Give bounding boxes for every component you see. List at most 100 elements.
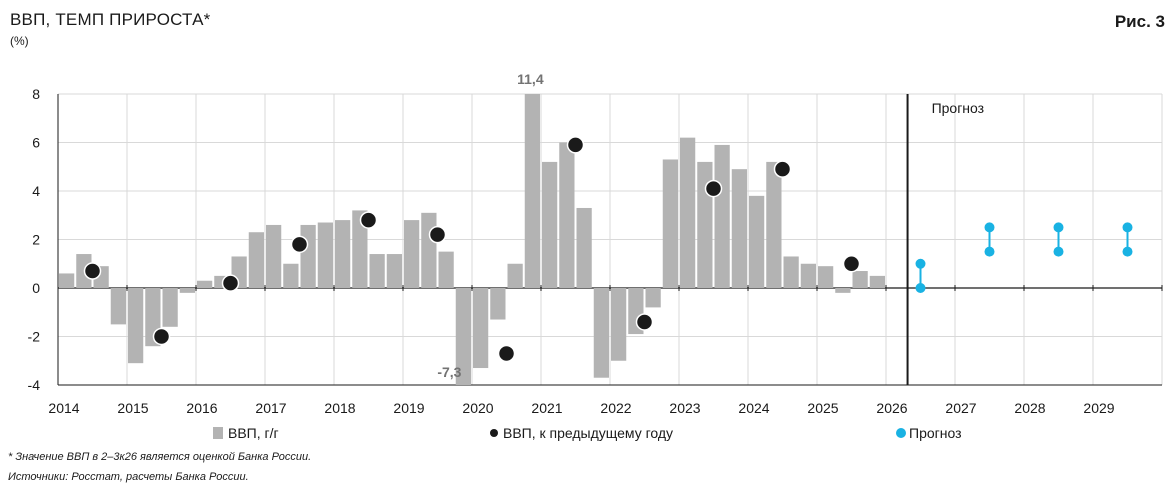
bar-gdp-yoy <box>438 251 454 288</box>
bar-gdp-yoy <box>783 256 799 288</box>
forecast-low-point <box>984 246 995 257</box>
dot-gdp-annual <box>290 235 309 254</box>
dot-gdp-annual <box>704 179 723 198</box>
legend-forecast-swatch <box>896 428 906 438</box>
bar-gdp-yoy <box>714 144 730 288</box>
x-tick-label: 2024 <box>738 400 769 416</box>
chart-title: ВВП, ТЕМП ПРИРОСТА* <box>10 10 211 29</box>
bar-gdp-yoy <box>386 254 402 288</box>
x-tick-label: 2018 <box>324 400 355 416</box>
bar-gdp-yoy <box>455 288 471 385</box>
dot-gdp-annual <box>842 255 861 273</box>
forecast-high-point <box>984 222 995 233</box>
bar-gdp-yoy <box>473 288 489 369</box>
bar-gdp-yoy <box>266 224 282 288</box>
bar-gdp-yoy <box>179 288 195 293</box>
legend-dots-swatch <box>490 429 498 437</box>
bar-gdp-yoy <box>197 280 213 288</box>
dot-gdp-annual <box>83 262 102 280</box>
y-tick-label: 6 <box>32 135 40 151</box>
bar-gdp-yoy <box>818 266 834 288</box>
bar-gdp-yoy <box>421 212 437 288</box>
bar-gdp-yoy <box>835 288 851 293</box>
figure-number: Рис. 3 <box>1114 12 1165 31</box>
forecast-low-point <box>915 283 926 293</box>
x-tick-label: 2017 <box>255 400 286 416</box>
forecast-high-point <box>915 258 926 269</box>
bar-gdp-yoy <box>542 161 558 288</box>
y-tick-label: 8 <box>32 86 40 102</box>
bar-gdp-yoy <box>490 288 506 320</box>
dot-gdp-annual <box>635 313 654 331</box>
x-tick-label: 2026 <box>876 400 907 416</box>
x-tick-label: 2025 <box>807 400 838 416</box>
bar-gdp-yoy <box>507 263 523 288</box>
x-tick-label: 2016 <box>186 400 217 416</box>
forecast-high-point <box>1053 222 1064 233</box>
bar-gdp-yoy <box>852 271 868 288</box>
bar-gdp-yoy <box>335 220 351 288</box>
bar-gdp-yoy <box>317 222 333 288</box>
bar-gdp-yoy <box>731 169 747 288</box>
bar-gdp-yoy <box>162 288 178 327</box>
forecast-low-point <box>1122 246 1133 257</box>
legend-forecast-label: Прогноз <box>909 425 962 441</box>
bar-gdp-yoy <box>800 263 816 288</box>
legend-bars-swatch <box>213 427 223 439</box>
gdp-chart: 8 6 4 2 0 -2 -4 2014 2015 2016 2017 2018 2019 2020 202… <box>28 71 1163 416</box>
dot-gdp-annual <box>773 160 792 178</box>
bar-gdp-yoy <box>645 288 661 308</box>
dot-gdp-annual <box>221 274 240 292</box>
forecast-label: Прогноз <box>932 100 985 116</box>
x-tick-label: 2027 <box>945 400 976 416</box>
dot-gdp-annual <box>566 136 585 154</box>
y-tick-label: 2 <box>32 232 40 248</box>
bar-gdp-yoy <box>766 161 782 288</box>
bar-gdp-yoy <box>248 232 264 288</box>
dot-gdp-annual <box>359 211 378 229</box>
forecast-high-point <box>1122 222 1133 233</box>
dot-gdp-annual <box>428 225 447 244</box>
y-tick-label: 4 <box>32 183 40 199</box>
bar-data-label: 11,4 <box>517 71 544 87</box>
bar-gdp-yoy <box>749 195 765 288</box>
bar-gdp-yoy <box>352 210 368 288</box>
x-tick-label: 2023 <box>669 400 700 416</box>
y-tick-label: 0 <box>32 280 40 296</box>
bar-gdp-yoy <box>869 275 885 288</box>
bar-gdp-yoy <box>283 263 299 288</box>
bar-gdp-yoy <box>300 224 316 288</box>
bar-data-label: -7,3 <box>437 364 461 380</box>
dot-gdp-annual <box>152 327 171 346</box>
legend-bars: ВВП, г/г <box>213 425 279 441</box>
x-tick-label: 2029 <box>1083 400 1114 416</box>
bar-gdp-yoy <box>662 159 678 288</box>
x-tick-label: 2019 <box>393 400 424 416</box>
legend-dots: ВВП, к предыдущему году <box>490 425 673 441</box>
x-tick-label: 2021 <box>531 400 562 416</box>
footnote: * Значение ВВП в 2–3к26 является оценкой… <box>8 451 312 463</box>
legend-dots-label: ВВП, к предыдущему году <box>503 425 674 441</box>
bar-gdp-yoy <box>110 288 126 325</box>
x-tick-label: 2022 <box>600 400 631 416</box>
legend-bars-label: ВВП, г/г <box>228 425 279 441</box>
bar-gdp-yoy <box>576 207 592 288</box>
x-tick-label: 2020 <box>462 400 493 416</box>
dot-gdp-annual <box>497 344 516 363</box>
bar-gdp-yoy <box>524 94 540 289</box>
y-tick-label: -4 <box>28 377 41 393</box>
x-tick-label: 2014 <box>48 400 79 416</box>
y-tick-label: -2 <box>28 329 41 345</box>
bar-gdp-yoy <box>369 254 385 288</box>
bar-gdp-yoy <box>128 288 144 364</box>
bar-gdp-yoy <box>611 288 627 361</box>
x-tick-label: 2028 <box>1014 400 1045 416</box>
bar-gdp-yoy <box>680 137 696 288</box>
bar-gdp-yoy <box>593 288 609 378</box>
legend-forecast: Прогноз <box>896 425 962 441</box>
forecast-low-point <box>1053 246 1064 257</box>
bar-gdp-yoy <box>59 273 75 288</box>
sources-note: Источники: Росстат, расчеты Банка России… <box>8 471 249 483</box>
x-tick-label: 2015 <box>117 400 148 416</box>
bar-gdp-yoy <box>559 142 575 288</box>
